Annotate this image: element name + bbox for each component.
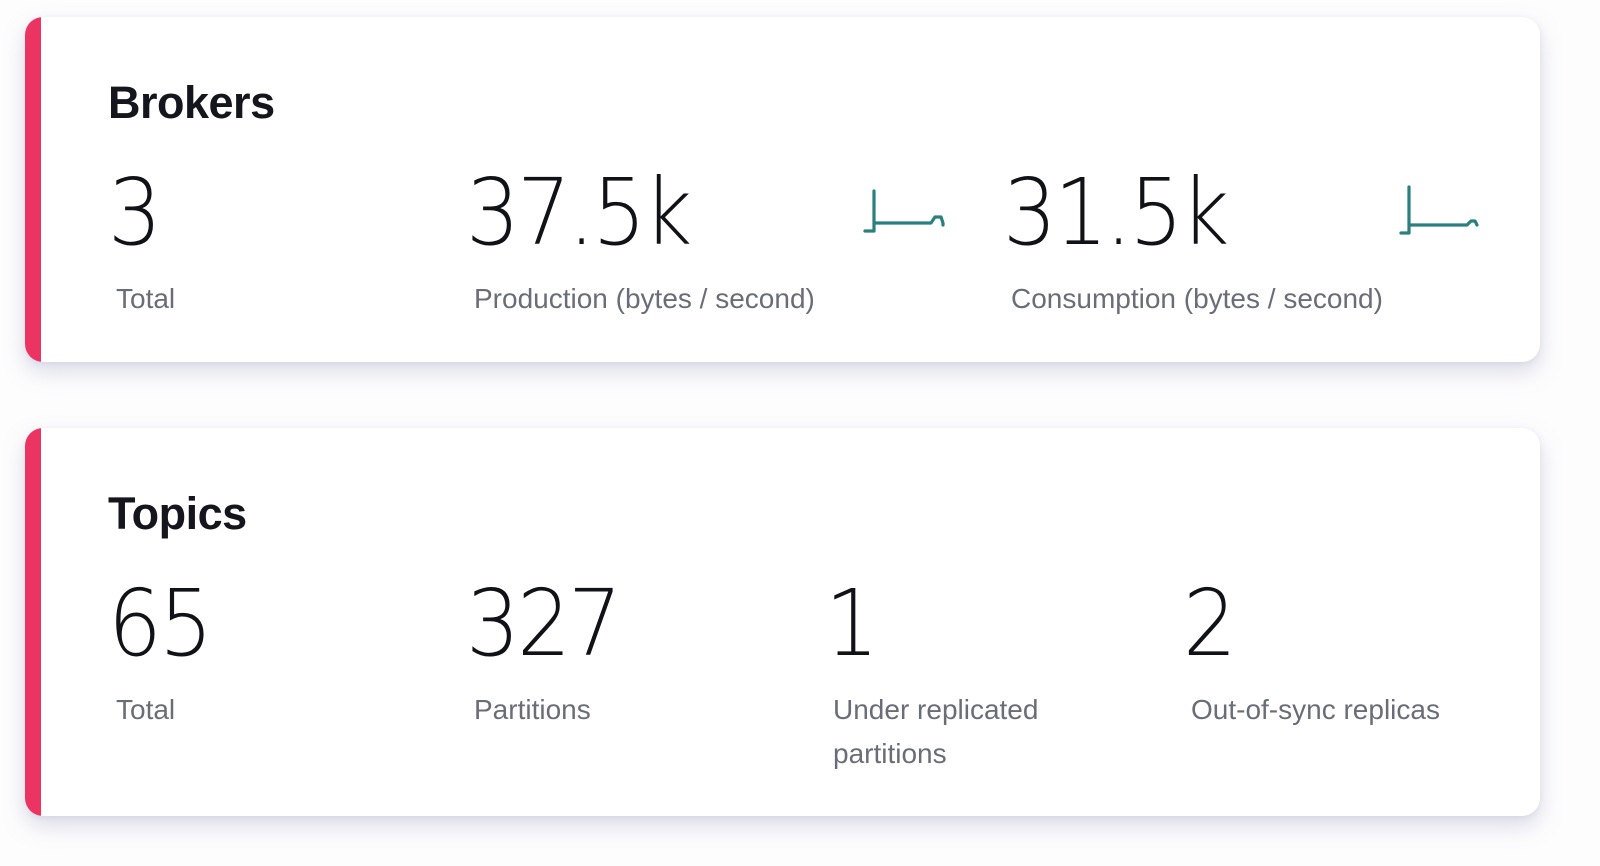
metric-label: Production (bytes / second) — [474, 283, 815, 314]
brokers-card: Brokers 3 Total 37.5k Production (bytes … — [25, 17, 1540, 362]
metric-value: 2 — [1183, 570, 1237, 677]
metric-label: Consumption (bytes / second) — [1011, 283, 1383, 314]
metric-value: 1 — [825, 570, 879, 677]
metric-label: Out-of-sync replicas — [1191, 694, 1440, 725]
production-sparkline-icon — [863, 189, 945, 233]
metric-value: 37.5k — [466, 159, 692, 266]
topics-total-metric: 65 Total — [108, 578, 219, 732]
metric-label: Partitions — [474, 694, 591, 725]
brokers-total-metric: 3 Total — [108, 167, 175, 321]
card-accent-bar — [25, 17, 41, 362]
metric-value: 3 — [108, 159, 162, 266]
topics-under-replicated-metric: 1 Under replicated partitions — [825, 578, 1085, 776]
brokers-production-metric: 37.5k Production (bytes / second) — [466, 167, 815, 321]
consumption-sparkline-icon — [1399, 185, 1479, 235]
metric-label: Under replicated partitions — [833, 694, 1039, 769]
topics-partitions-metric: 327 Partitions — [466, 578, 633, 732]
brokers-title: Brokers — [108, 77, 275, 128]
card-accent-bar — [25, 428, 41, 816]
topics-title: Topics — [108, 488, 247, 539]
metric-label: Total — [116, 694, 176, 725]
brokers-consumption-metric: 31.5k Consumption (bytes / second) — [1003, 167, 1383, 321]
topics-card: Topics 65 Total 327 Partitions 1 Under r… — [25, 428, 1540, 816]
metric-value: 31.5k — [1003, 159, 1229, 266]
topics-out-of-sync-metric: 2 Out-of-sync replicas — [1183, 578, 1440, 732]
metric-value: 327 — [466, 570, 622, 677]
metric-label: Total — [116, 283, 176, 314]
metric-value: 65 — [108, 570, 213, 677]
